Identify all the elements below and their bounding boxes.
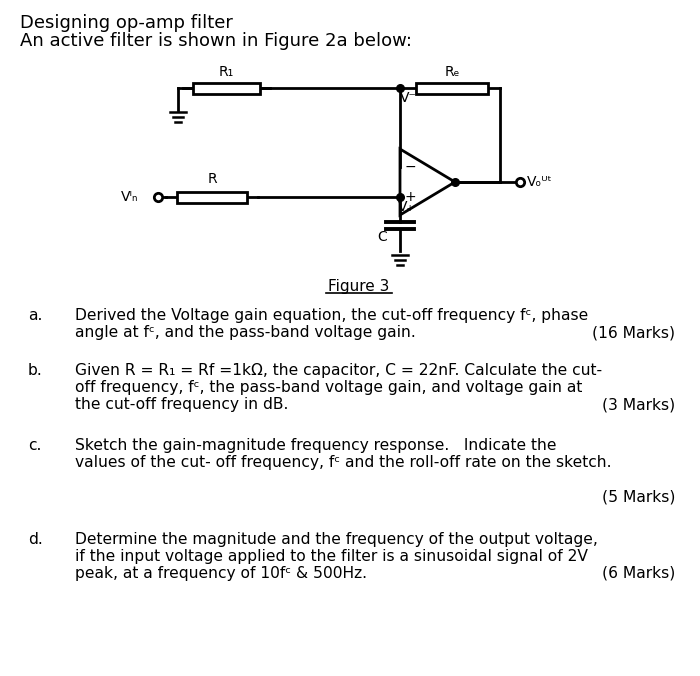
- Text: (3 Marks): (3 Marks): [602, 397, 675, 412]
- Text: R₁: R₁: [219, 65, 234, 79]
- Text: (5 Marks): (5 Marks): [601, 490, 675, 505]
- Text: (6 Marks): (6 Marks): [602, 566, 675, 581]
- Text: An active filter is shown in Figure 2a below:: An active filter is shown in Figure 2a b…: [20, 32, 412, 50]
- Text: if the input voltage applied to the filter is a sinusoidal signal of 2V: if the input voltage applied to the filt…: [75, 549, 588, 564]
- Text: b.: b.: [28, 363, 43, 378]
- Bar: [177, 192, 247, 203]
- Text: V⁻: V⁻: [400, 91, 416, 105]
- Text: Designing op-amp filter: Designing op-amp filter: [20, 14, 233, 32]
- Text: Rₑ: Rₑ: [444, 65, 460, 79]
- Text: Vᴵₙ: Vᴵₙ: [121, 190, 139, 204]
- Text: values of the cut- off frequency, fᶜ and the roll-off rate on the sketch.: values of the cut- off frequency, fᶜ and…: [75, 455, 612, 470]
- Text: −: −: [404, 160, 416, 174]
- Text: a.: a.: [28, 308, 43, 323]
- Text: Determine the magnitude and the frequency of the output voltage,: Determine the magnitude and the frequenc…: [75, 532, 598, 547]
- Text: V₊: V₊: [398, 200, 414, 214]
- Text: angle at fᶜ, and the pass-band voltage gain.: angle at fᶜ, and the pass-band voltage g…: [75, 325, 416, 340]
- Text: R: R: [207, 172, 217, 186]
- Text: Sketch the gain-magnitude frequency response.   Indicate the: Sketch the gain-magnitude frequency resp…: [75, 438, 556, 453]
- Text: Figure 3: Figure 3: [328, 279, 390, 294]
- Text: peak, at a frequency of 10fᶜ & 500Hz.: peak, at a frequency of 10fᶜ & 500Hz.: [75, 566, 367, 581]
- Text: +: +: [404, 190, 416, 204]
- Text: C: C: [377, 231, 387, 244]
- Bar: [416, 82, 489, 93]
- Bar: [193, 82, 260, 93]
- Text: off frequency, fᶜ, the pass-band voltage gain, and voltage gain at: off frequency, fᶜ, the pass-band voltage…: [75, 380, 582, 395]
- Text: Vₒᵁᵗ: Vₒᵁᵗ: [527, 175, 553, 189]
- Text: (16 Marks): (16 Marks): [592, 325, 675, 340]
- Text: Given R = R₁ = Rf =1kΩ, the capacitor, C = 22nF. Calculate the cut-: Given R = R₁ = Rf =1kΩ, the capacitor, C…: [75, 363, 602, 378]
- Text: c.: c.: [28, 438, 41, 453]
- Text: Derived the Voltage gain equation, the cut-off frequency fᶜ, phase: Derived the Voltage gain equation, the c…: [75, 308, 588, 323]
- Text: d.: d.: [28, 532, 43, 547]
- Text: the cut-off frequency in dB.: the cut-off frequency in dB.: [75, 397, 288, 412]
